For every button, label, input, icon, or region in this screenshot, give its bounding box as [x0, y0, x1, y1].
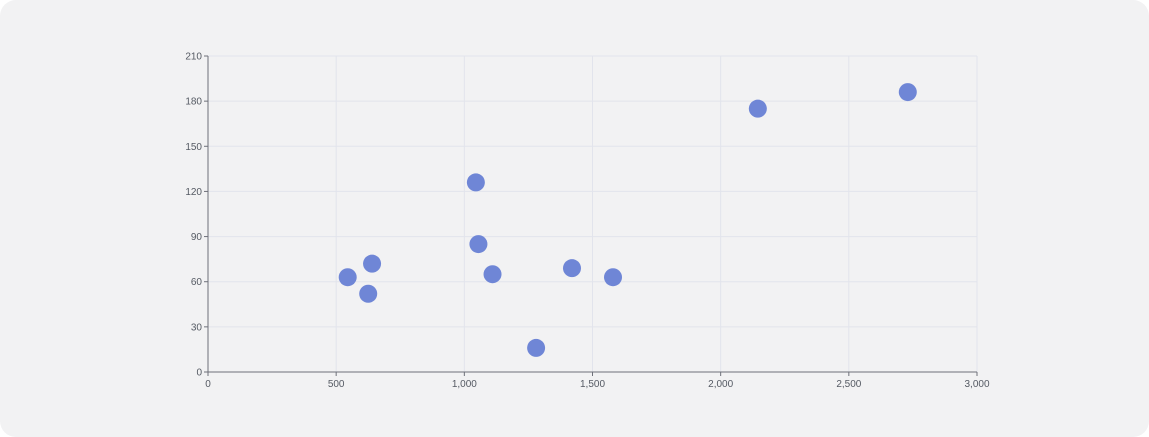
data-point[interactable]	[469, 235, 488, 254]
data-point[interactable]	[604, 268, 623, 287]
x-tick-label: 2,000	[708, 379, 733, 390]
y-tick-label: 180	[185, 97, 202, 108]
y-tick-label: 60	[191, 277, 203, 288]
x-tick-label: 2,500	[836, 379, 861, 390]
x-tick-label: 1,500	[580, 379, 605, 390]
axes	[204, 55, 978, 376]
data-points	[338, 83, 917, 357]
data-point[interactable]	[898, 83, 917, 102]
data-point[interactable]	[748, 99, 767, 118]
data-point[interactable]	[363, 254, 382, 273]
y-tick-label: 150	[185, 142, 202, 153]
y-tick-label: 120	[185, 187, 202, 198]
y-tick-label: 90	[191, 232, 203, 243]
data-point[interactable]	[338, 268, 357, 287]
grid	[208, 55, 978, 372]
y-tick-label: 210	[185, 52, 202, 63]
data-point[interactable]	[359, 284, 378, 303]
x-tick-label: 1,000	[452, 379, 477, 390]
x-tick-label: 3,000	[964, 379, 989, 390]
data-point[interactable]	[483, 265, 502, 284]
x-tick-label: 0	[205, 379, 211, 390]
y-tick-label: 30	[191, 322, 203, 333]
data-point[interactable]	[562, 259, 581, 278]
tick-labels: 0 30 60 90 120 150 180 210 0 500 1,000 1,500 2,000 2,…	[185, 52, 990, 391]
data-point[interactable]	[466, 173, 485, 192]
x-tick-label: 500	[328, 379, 345, 390]
y-tick-label: 0	[196, 368, 202, 379]
data-point[interactable]	[527, 338, 546, 357]
